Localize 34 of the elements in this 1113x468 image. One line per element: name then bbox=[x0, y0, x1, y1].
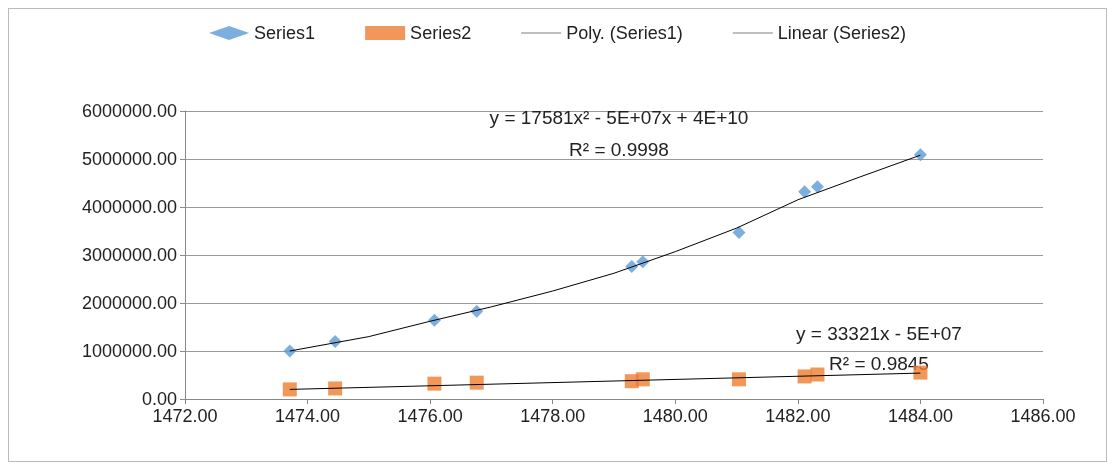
point bbox=[282, 382, 297, 397]
x-tick-label: 1476.00 bbox=[397, 406, 463, 426]
annotation: R² = 0.9845 bbox=[829, 352, 929, 374]
point bbox=[635, 372, 650, 387]
point bbox=[810, 180, 824, 194]
x-tick-label: 1474.00 bbox=[275, 406, 341, 426]
point bbox=[732, 372, 747, 387]
legend-label: Poly. (Series1) bbox=[566, 23, 683, 43]
legend-label: Series1 bbox=[254, 23, 316, 43]
annotation: y = 33321x - 5E+07 bbox=[796, 322, 962, 344]
point bbox=[913, 148, 927, 162]
y-tick-label: 0.00 bbox=[141, 389, 177, 409]
y-tick-label: 3000000.00 bbox=[81, 245, 177, 265]
x-tick-label: 1478.00 bbox=[520, 406, 586, 426]
point bbox=[798, 185, 812, 199]
annotation: y = 17581x² - 5E+07x + 4E+10 bbox=[489, 106, 749, 128]
y-tick-label: 4000000.00 bbox=[81, 197, 177, 217]
x-tick-label: 1472.00 bbox=[152, 406, 218, 426]
annotation: R² = 0.9998 bbox=[569, 138, 669, 160]
point bbox=[469, 375, 484, 390]
point bbox=[328, 381, 343, 396]
y-tick-label: 1000000.00 bbox=[81, 341, 177, 361]
y-tick-label: 2000000.00 bbox=[81, 293, 177, 313]
point bbox=[427, 376, 442, 391]
point bbox=[810, 367, 825, 382]
x-tick-label: 1486.00 bbox=[1010, 406, 1076, 426]
point bbox=[732, 225, 746, 239]
legend-label: Series2 bbox=[410, 23, 472, 43]
y-tick-label: 6000000.00 bbox=[81, 101, 177, 121]
x-tick-label: 1484.00 bbox=[887, 406, 953, 426]
x-tick-label: 1482.00 bbox=[765, 406, 831, 426]
legend-label: Linear (Series2) bbox=[777, 23, 906, 43]
y-tick-label: 5000000.00 bbox=[81, 149, 177, 169]
x-tick-label: 1480.00 bbox=[642, 406, 708, 426]
